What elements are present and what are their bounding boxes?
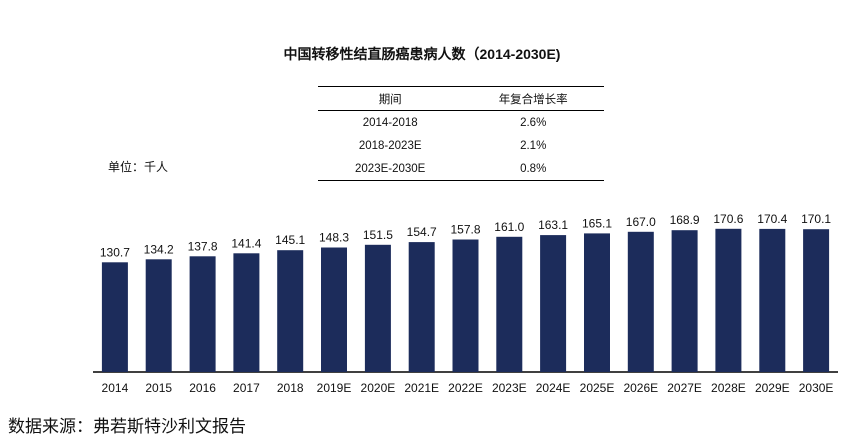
cagr-rate-cell: 2.6% <box>520 116 547 129</box>
x-tick-label: 2015 <box>145 381 172 395</box>
bar-2028E <box>715 228 742 372</box>
bar-value-label: 157.8 <box>450 223 480 237</box>
x-tick-label: 2018 <box>277 381 304 395</box>
cagr-header-period: 期间 <box>378 93 402 106</box>
bar-2020E <box>364 244 391 372</box>
bar-value-label: 141.4 <box>231 236 261 250</box>
x-tick-label: 2016 <box>189 381 216 395</box>
table-row: 2023E-2030E 0.8% <box>318 157 604 181</box>
bar-2030E <box>803 229 830 372</box>
x-tick-label: 2027E <box>667 381 702 395</box>
cagr-table: 期间 年复合增长率 2014-2018 2.6% 2018-2023E 2.1%… <box>318 86 604 181</box>
bar-2014 <box>101 262 128 372</box>
bar-2016 <box>189 256 216 372</box>
bar-2027E <box>671 230 698 372</box>
cagr-header-rate: 年复合增长率 <box>498 93 568 106</box>
cagr-period-cell: 2014-2018 <box>362 116 418 129</box>
cagr-period-cell: 2023E-2030E <box>355 162 426 175</box>
bar-2021E <box>408 242 435 372</box>
x-tick-label: 2023E <box>492 381 527 395</box>
bar-value-label: 161.0 <box>494 220 524 234</box>
bar-value-label: 130.7 <box>100 245 130 259</box>
x-tick-label: 2024E <box>536 381 571 395</box>
cagr-period-cell: 2018-2023E <box>358 139 422 152</box>
bar-value-label: 163.1 <box>538 218 568 232</box>
x-tick-label: 2029E <box>755 381 790 395</box>
bar-2019E <box>321 247 347 372</box>
table-row: 2014-2018 2.6% <box>318 111 604 135</box>
x-tick-label: 2020E <box>361 381 396 395</box>
bar-value-label: 154.7 <box>407 225 437 239</box>
bar-value-label: 168.9 <box>670 213 700 227</box>
x-tick-label: 2014 <box>102 381 129 395</box>
x-tick-label: 2017 <box>233 381 260 395</box>
bar-2029E <box>759 228 786 372</box>
x-tick-label: 2021E <box>404 381 439 395</box>
x-tick-label: 2030E <box>799 381 834 395</box>
x-tick-label: 2022E <box>448 381 483 395</box>
bar-value-label: 134.2 <box>144 242 174 256</box>
bar-2018 <box>277 250 304 372</box>
bar-2023E <box>496 236 523 372</box>
x-tick-label: 2025E <box>580 381 615 395</box>
bar-value-label: 170.1 <box>801 212 831 226</box>
source-note: 数据来源：弗若斯特沙利文报告 <box>8 417 246 437</box>
unit-label: 单位：千人 <box>108 160 169 174</box>
bar-2022E <box>452 239 479 372</box>
bar-value-label: 167.0 <box>626 215 656 229</box>
cagr-rate-cell: 2.1% <box>520 139 547 152</box>
bar-value-label: 165.1 <box>582 216 612 230</box>
bar-value-label: 170.6 <box>713 212 743 226</box>
bar-value-label: 137.8 <box>188 239 218 253</box>
bar-value-label: 151.5 <box>363 228 393 242</box>
bar-value-label: 148.3 <box>319 231 349 245</box>
chart-title: 中国转移性结直肠癌患病人数（2014-2030E) <box>283 46 561 62</box>
cagr-table-header-row: 期间 年复合增长率 <box>318 86 604 111</box>
bar-2025E <box>584 233 610 372</box>
bar-2017 <box>233 253 260 372</box>
table-row: 2018-2023E 2.1% <box>318 134 604 157</box>
bar-2024E <box>540 235 567 372</box>
x-tick-label: 2026E <box>623 381 658 395</box>
x-tick-label: 2019E <box>317 381 352 395</box>
bar-value-label: 145.1 <box>275 233 305 247</box>
cagr-rate-cell: 0.8% <box>520 162 547 175</box>
bar-2015 <box>145 259 172 372</box>
x-tick-label: 2028E <box>711 381 746 395</box>
bar-2026E <box>627 231 654 372</box>
bar-value-label: 170.4 <box>757 212 787 226</box>
